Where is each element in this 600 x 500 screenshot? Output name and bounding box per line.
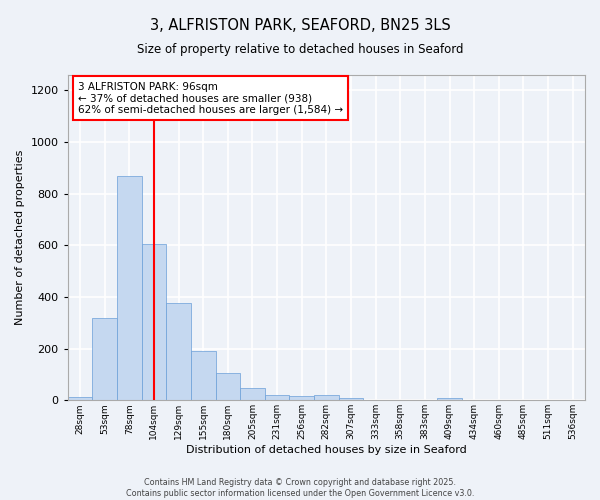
Text: 3 ALFRISTON PARK: 96sqm
← 37% of detached houses are smaller (938)
62% of semi-d: 3 ALFRISTON PARK: 96sqm ← 37% of detache… xyxy=(78,82,343,114)
Bar xyxy=(117,176,142,400)
Bar xyxy=(265,395,289,400)
Bar xyxy=(68,397,92,400)
Y-axis label: Number of detached properties: Number of detached properties xyxy=(15,150,25,326)
Text: Size of property relative to detached houses in Seaford: Size of property relative to detached ho… xyxy=(137,42,463,56)
Bar xyxy=(338,398,364,400)
Bar xyxy=(437,398,462,400)
Bar xyxy=(142,244,166,400)
Bar xyxy=(191,351,215,401)
Bar xyxy=(215,373,240,400)
Text: 3, ALFRISTON PARK, SEAFORD, BN25 3LS: 3, ALFRISTON PARK, SEAFORD, BN25 3LS xyxy=(149,18,451,32)
Bar xyxy=(314,395,338,400)
Bar xyxy=(166,302,191,400)
Bar xyxy=(289,396,314,400)
Text: Contains HM Land Registry data © Crown copyright and database right 2025.
Contai: Contains HM Land Registry data © Crown c… xyxy=(126,478,474,498)
X-axis label: Distribution of detached houses by size in Seaford: Distribution of detached houses by size … xyxy=(186,445,467,455)
Bar xyxy=(92,318,117,400)
Bar xyxy=(240,388,265,400)
